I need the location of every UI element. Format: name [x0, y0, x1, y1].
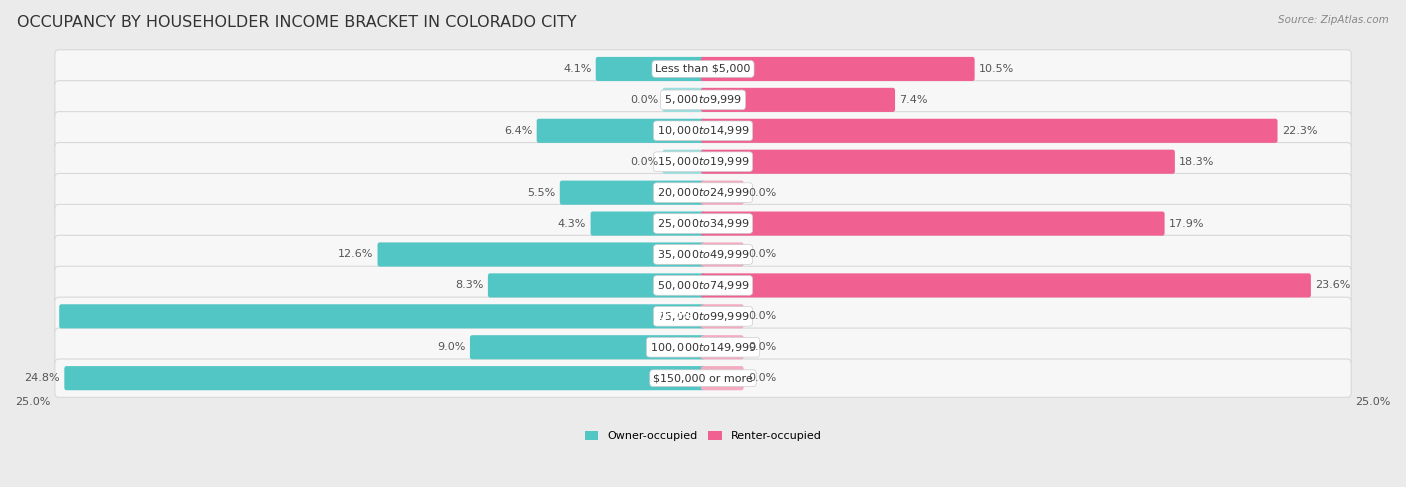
FancyBboxPatch shape — [55, 328, 1351, 366]
Text: 0.0%: 0.0% — [748, 342, 776, 352]
FancyBboxPatch shape — [55, 359, 1351, 397]
Text: 0.0%: 0.0% — [748, 249, 776, 260]
FancyBboxPatch shape — [55, 112, 1351, 150]
FancyBboxPatch shape — [702, 88, 896, 112]
Text: $100,000 to $149,999: $100,000 to $149,999 — [650, 341, 756, 354]
Text: 0.0%: 0.0% — [630, 95, 658, 105]
FancyBboxPatch shape — [702, 211, 1164, 236]
FancyBboxPatch shape — [702, 304, 744, 328]
FancyBboxPatch shape — [55, 297, 1351, 336]
FancyBboxPatch shape — [702, 243, 744, 266]
Text: Source: ZipAtlas.com: Source: ZipAtlas.com — [1278, 15, 1389, 25]
FancyBboxPatch shape — [537, 119, 704, 143]
Text: 5.5%: 5.5% — [527, 187, 555, 198]
FancyBboxPatch shape — [55, 81, 1351, 119]
FancyBboxPatch shape — [378, 243, 704, 266]
Text: 6.4%: 6.4% — [503, 126, 533, 136]
Text: 25.0%: 25.0% — [654, 311, 693, 321]
Text: $150,000 or more: $150,000 or more — [654, 373, 752, 383]
Text: 23.6%: 23.6% — [1315, 281, 1351, 290]
Text: $50,000 to $74,999: $50,000 to $74,999 — [657, 279, 749, 292]
FancyBboxPatch shape — [65, 366, 704, 390]
Text: 22.3%: 22.3% — [1282, 126, 1317, 136]
Text: $10,000 to $14,999: $10,000 to $14,999 — [657, 124, 749, 137]
FancyBboxPatch shape — [55, 143, 1351, 181]
FancyBboxPatch shape — [591, 211, 704, 236]
Text: $75,000 to $99,999: $75,000 to $99,999 — [657, 310, 749, 323]
Text: 0.0%: 0.0% — [748, 311, 776, 321]
Text: 0.0%: 0.0% — [748, 373, 776, 383]
FancyBboxPatch shape — [55, 235, 1351, 274]
Text: 17.9%: 17.9% — [1168, 219, 1205, 228]
Text: 0.0%: 0.0% — [748, 187, 776, 198]
FancyBboxPatch shape — [55, 266, 1351, 304]
Text: $25,000 to $34,999: $25,000 to $34,999 — [657, 217, 749, 230]
Text: OCCUPANCY BY HOUSEHOLDER INCOME BRACKET IN COLORADO CITY: OCCUPANCY BY HOUSEHOLDER INCOME BRACKET … — [17, 15, 576, 30]
FancyBboxPatch shape — [702, 273, 1310, 298]
Text: 0.0%: 0.0% — [630, 157, 658, 167]
FancyBboxPatch shape — [560, 181, 704, 205]
FancyBboxPatch shape — [702, 181, 744, 205]
Text: $20,000 to $24,999: $20,000 to $24,999 — [657, 186, 749, 199]
Text: 18.3%: 18.3% — [1180, 157, 1215, 167]
FancyBboxPatch shape — [702, 366, 744, 390]
Text: 10.5%: 10.5% — [979, 64, 1014, 74]
Text: 4.3%: 4.3% — [558, 219, 586, 228]
FancyBboxPatch shape — [488, 273, 704, 298]
Text: 9.0%: 9.0% — [437, 342, 465, 352]
FancyBboxPatch shape — [55, 205, 1351, 243]
FancyBboxPatch shape — [470, 335, 704, 359]
Text: 7.4%: 7.4% — [900, 95, 928, 105]
FancyBboxPatch shape — [702, 57, 974, 81]
FancyBboxPatch shape — [662, 88, 704, 112]
FancyBboxPatch shape — [702, 150, 1175, 174]
FancyBboxPatch shape — [596, 57, 704, 81]
Text: 8.3%: 8.3% — [456, 281, 484, 290]
FancyBboxPatch shape — [662, 150, 704, 174]
Text: 25.0%: 25.0% — [15, 397, 51, 407]
Text: 25.0%: 25.0% — [1355, 397, 1391, 407]
Text: 4.1%: 4.1% — [562, 64, 592, 74]
FancyBboxPatch shape — [55, 173, 1351, 212]
Text: Less than $5,000: Less than $5,000 — [655, 64, 751, 74]
FancyBboxPatch shape — [702, 335, 744, 359]
Legend: Owner-occupied, Renter-occupied: Owner-occupied, Renter-occupied — [581, 427, 825, 446]
Text: $5,000 to $9,999: $5,000 to $9,999 — [664, 94, 742, 106]
Text: $15,000 to $19,999: $15,000 to $19,999 — [657, 155, 749, 168]
FancyBboxPatch shape — [702, 119, 1278, 143]
Text: $35,000 to $49,999: $35,000 to $49,999 — [657, 248, 749, 261]
Text: 12.6%: 12.6% — [337, 249, 373, 260]
FancyBboxPatch shape — [55, 50, 1351, 88]
Text: 24.8%: 24.8% — [24, 373, 60, 383]
FancyBboxPatch shape — [59, 304, 704, 328]
